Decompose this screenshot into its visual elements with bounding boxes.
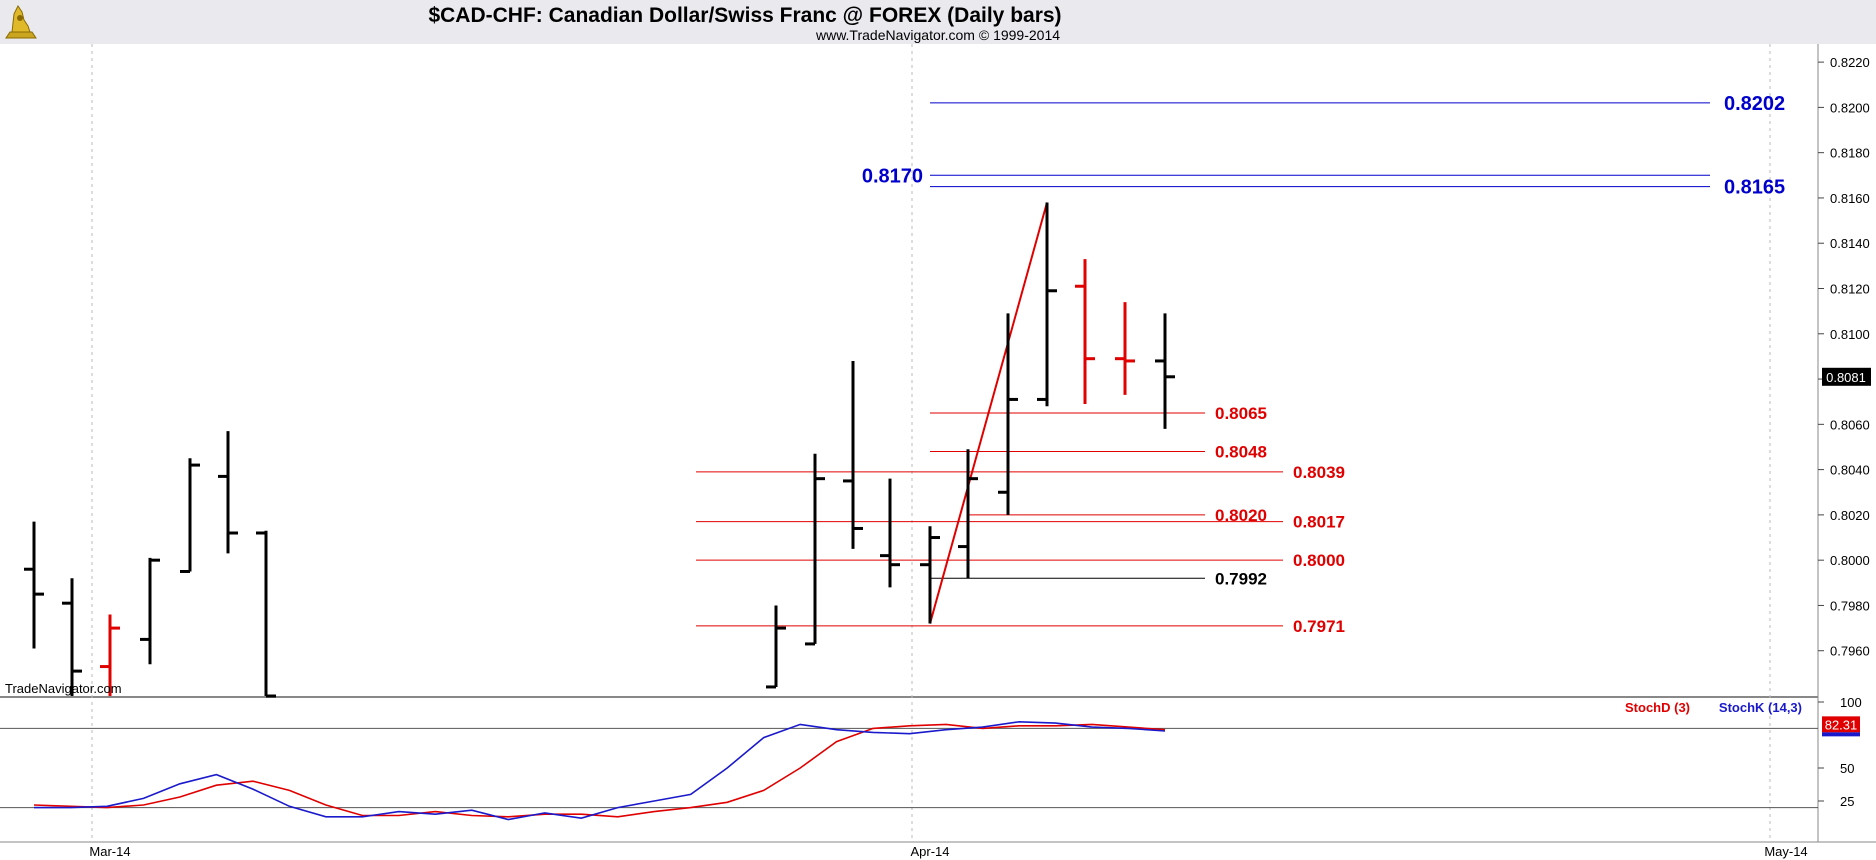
y-tick-label-0.8160: 0.8160 (1830, 191, 1870, 206)
level-label-0.7971: 0.7971 (1293, 617, 1345, 636)
ohlc-bar-2 (100, 614, 120, 696)
chart-title: $CAD-CHF: Canadian Dollar/Swiss Franc @ … (428, 4, 1061, 27)
ohlc-bar-8 (805, 453, 825, 646)
stochastic-panel (0, 698, 1818, 841)
ohlc-bar-9 (843, 360, 863, 549)
y-tick-label-0.8020: 0.8020 (1830, 508, 1870, 523)
y-tick-label-0.8220: 0.8220 (1830, 55, 1870, 70)
level-label-0.7992: 0.7992 (1215, 569, 1267, 588)
level-label-0.8170: 0.8170 (862, 165, 923, 187)
y-tick-label-0.8140: 0.8140 (1830, 236, 1870, 251)
title-bar (0, 0, 1876, 44)
y-tick-label-0.7980: 0.7980 (1830, 598, 1870, 613)
y-tick-label-0.7960: 0.7960 (1830, 644, 1870, 659)
stoch-y-tick-label-25: 25 (1840, 794, 1854, 809)
y-tick-label-0.8000: 0.8000 (1830, 553, 1870, 568)
level-label-0.8039: 0.8039 (1293, 463, 1345, 482)
stoch-last-value-label: 82.31 (1825, 717, 1858, 732)
ohlc-bar-14 (1037, 202, 1057, 407)
level-label-0.8048: 0.8048 (1215, 443, 1267, 462)
axis-layer: 0.7960 0.7980 0.8000 0.8020 0.8040 0.8060 0.80… (89, 55, 1871, 859)
ohlc-bar-6 (256, 530, 276, 698)
level-label-0.8165: 0.8165 (1724, 177, 1785, 199)
x-tick-label-Mar-14: Mar-14 (89, 844, 130, 859)
ohlc-bar-11 (920, 526, 940, 624)
ohlc-bar-3 (140, 557, 160, 665)
trendline (929, 202, 1048, 624)
level-label-0.8017: 0.8017 (1293, 513, 1345, 532)
stoch-y-tick-label-50: 50 (1840, 761, 1854, 776)
watermark: TradeNavigator.com (5, 681, 122, 696)
ohlc-bar-10 (880, 478, 900, 588)
chart-subtitle: www.TradeNavigator.com © 1999-2014 (815, 27, 1060, 43)
y-tick-label-0.8040: 0.8040 (1830, 463, 1870, 478)
y-tick-label-0.8180: 0.8180 (1830, 146, 1870, 161)
ohlc-bar-7 (766, 605, 786, 689)
y-tick-label-0.8120: 0.8120 (1830, 282, 1870, 297)
ohlc-bar-5 (218, 431, 238, 554)
ohlc-bar-12 (958, 449, 978, 579)
stoch-legend-0: StochD (3) (1625, 700, 1690, 715)
grid-layer (91, 44, 1771, 842)
ohlc-bar-0 (24, 521, 44, 649)
price-panel (0, 44, 1818, 696)
level-label-0.8020: 0.8020 (1215, 506, 1267, 525)
ohlc-bar-16 (1115, 302, 1135, 395)
last-price-box (1822, 367, 1871, 386)
last-price-label: 0.8081 (1826, 370, 1866, 385)
ohlc-bar-1 (62, 578, 82, 696)
y-tick-label-0.8100: 0.8100 (1830, 327, 1870, 342)
stoch-last-value-strip (1822, 732, 1860, 737)
ohlc-bar-13 (998, 313, 1018, 515)
stoch-last-value-box (1822, 716, 1860, 733)
y-tick-label-0.8060: 0.8060 (1830, 417, 1870, 432)
stoch-series-1 (34, 720, 1166, 821)
ohlc-bar-4 (180, 458, 200, 573)
level-layer: 0.8202 0.8170 0.8165 0.8065 0.8048 0.8039 0.80… (696, 93, 1785, 636)
x-tick-label-May-14: May-14 (1764, 844, 1807, 859)
bar-layer (24, 202, 1175, 698)
ohlc-bar-15 (1075, 259, 1095, 404)
level-label-0.8065: 0.8065 (1215, 404, 1267, 423)
stoch-y-tick-label-100: 100 (1840, 695, 1862, 710)
stochastic-layer: StochD (3) StochK (14,3) 25 50 100 82.31 (0, 695, 1862, 821)
trade-navigator-logo (5, 5, 37, 39)
y-tick-label-0.8200: 0.8200 (1830, 100, 1870, 115)
level-label-0.8202: 0.8202 (1724, 93, 1785, 115)
ohlc-bar-17 (1155, 313, 1175, 429)
stoch-legend-1: StochK (14,3) (1719, 700, 1802, 715)
x-tick-label-Apr-14: Apr-14 (910, 844, 949, 859)
level-label-0.8000: 0.8000 (1293, 551, 1345, 570)
